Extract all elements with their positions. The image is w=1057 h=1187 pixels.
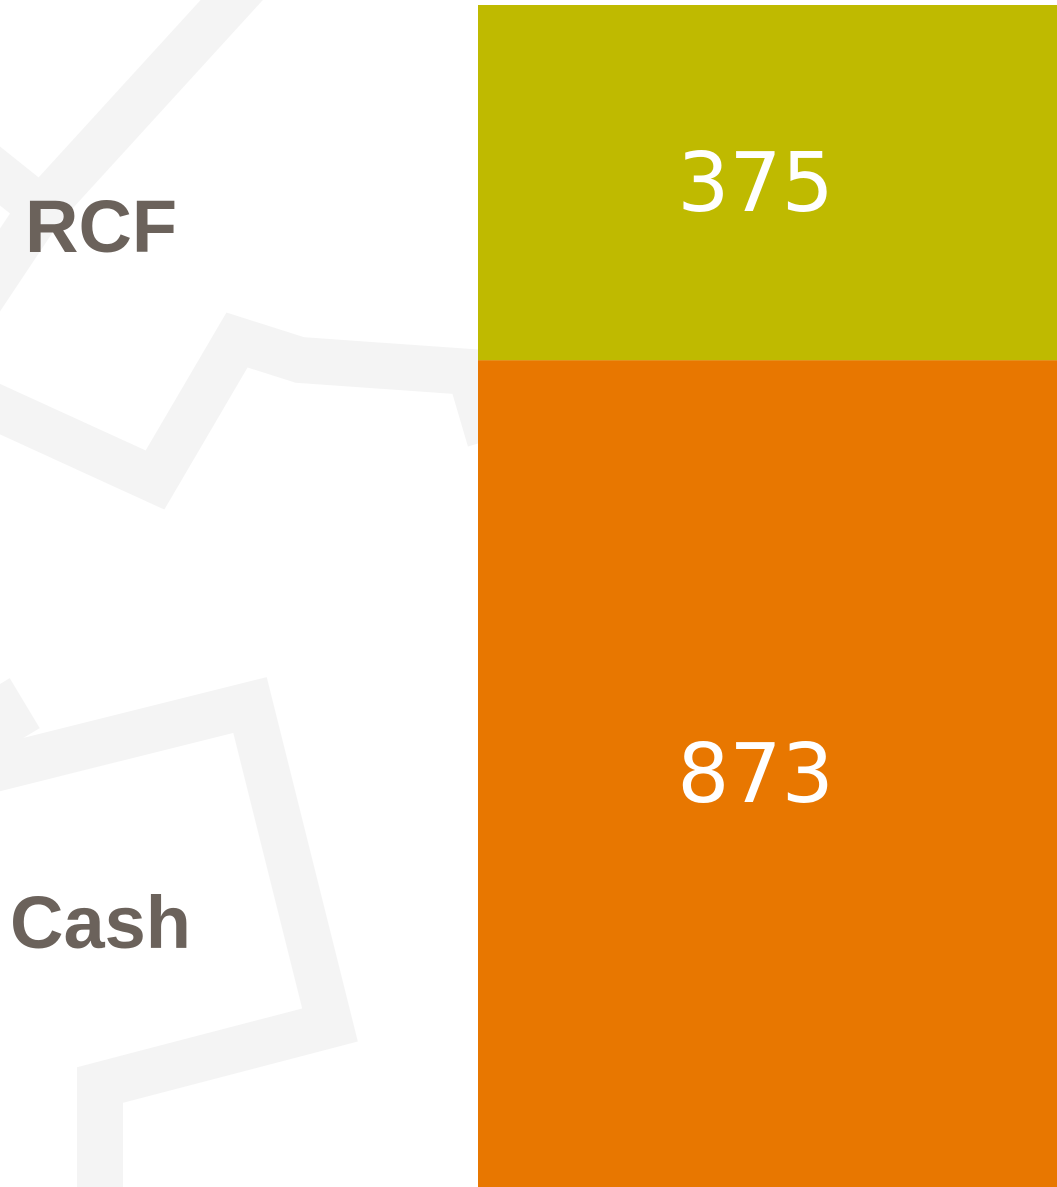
value-label: 375 [677,136,834,231]
watermark [0,0,513,1187]
series-label: RCF [25,185,177,268]
bar-segment [478,5,1057,361]
series-label: Cash [10,881,191,964]
value-label: 873 [677,727,834,822]
bar-segment [478,360,1057,1187]
